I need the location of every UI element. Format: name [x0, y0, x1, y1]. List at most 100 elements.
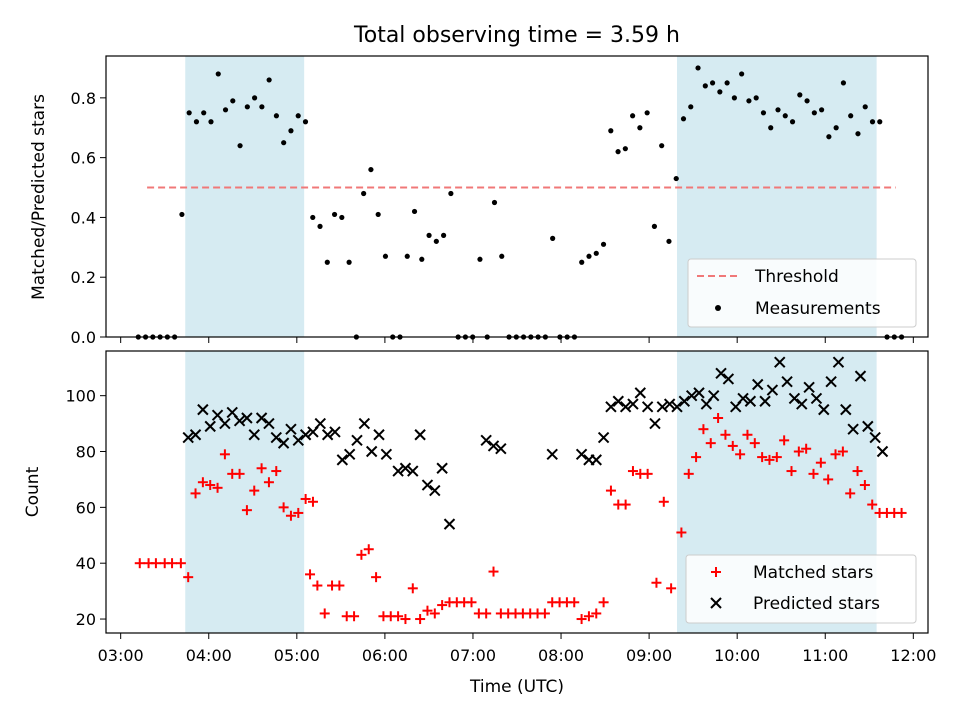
- matched-star-point: [175, 558, 186, 569]
- matched-star-point: [234, 468, 245, 479]
- measurement-point: [179, 211, 185, 218]
- predicted-star-point: [277, 437, 290, 449]
- predicted-star-point: [759, 395, 771, 407]
- predicted-star-point: [263, 417, 275, 430]
- predicted-star-point: [825, 376, 837, 388]
- predicted-star-point: [255, 412, 268, 424]
- measurement-point: [295, 113, 301, 119]
- matched-star-point: [134, 558, 145, 569]
- measurement-point: [433, 238, 439, 244]
- measurement-point: [862, 104, 868, 110]
- bottom-y-ticks: 20 40 60 80 100: [65, 387, 106, 629]
- legend-threshold-label: Threshold: [754, 267, 839, 287]
- matched-star-point: [676, 527, 687, 538]
- x-tick-label: 11:00: [802, 646, 848, 665]
- matched-star-point: [422, 605, 433, 616]
- measurement-point: [586, 253, 592, 259]
- x-tick-label: 09:00: [626, 646, 672, 665]
- predicted-star-point: [663, 398, 676, 410]
- measurement-point: [731, 95, 737, 101]
- measurement-point: [739, 71, 745, 77]
- predicted-star-point: [796, 398, 808, 410]
- matched-star-point: [307, 496, 318, 507]
- measurement-point: [622, 146, 628, 152]
- predicted-star-point: [619, 401, 632, 413]
- predicted-star-point: [495, 443, 507, 455]
- measurement-point: [477, 256, 483, 262]
- predicted-star-point: [189, 429, 202, 441]
- top-y-ticks: 0.0 0.2 0.4 0.6 0.8: [71, 89, 106, 347]
- measurement-point: [688, 104, 694, 110]
- measurement-point: [840, 80, 847, 86]
- measurement-point: [789, 119, 796, 125]
- matched-star-point: [319, 608, 330, 619]
- measurement-point: [404, 253, 410, 259]
- predicted-star-point: [634, 387, 647, 399]
- measurement-point: [709, 80, 716, 86]
- measurement-point: [855, 131, 861, 137]
- matched-star-point: [896, 507, 907, 518]
- matched-star-point: [278, 502, 289, 513]
- matched-star-point: [212, 482, 223, 493]
- predicted-star-point: [219, 417, 231, 430]
- matched-star-point: [815, 457, 826, 468]
- bottom-x-ticks: 03:00 04:00 05:00 06:00 07:00 08:00 09:00 10:00…: [98, 633, 936, 665]
- top-legend: Threshold Measurements: [687, 258, 917, 328]
- measurement-point: [331, 211, 338, 218]
- measurement-point: [615, 149, 621, 155]
- predicted-star-point: [546, 448, 558, 461]
- measurement-point: [259, 104, 265, 110]
- predicted-star-point: [365, 445, 378, 458]
- matched-star-point: [691, 452, 702, 463]
- x-tick-label: 05:00: [274, 646, 320, 665]
- matched-star-points: [134, 413, 907, 625]
- predicted-star-point: [392, 465, 404, 477]
- predicted-star-point: [399, 462, 412, 474]
- measurement-point: [281, 140, 287, 146]
- x-tick-label: 08:00: [538, 646, 584, 665]
- measurement-point: [819, 107, 825, 113]
- measurement-point: [782, 113, 788, 119]
- measurement-point: [273, 113, 280, 119]
- predicted-star-point: [869, 431, 881, 444]
- matched-star-point: [539, 608, 550, 619]
- predicted-star-point: [241, 412, 253, 424]
- predicted-star-point: [285, 423, 297, 435]
- matched-star-point: [713, 413, 724, 424]
- measurement-point: [215, 71, 221, 77]
- matched-star-point: [757, 452, 768, 463]
- matched-star-point: [407, 583, 418, 594]
- matched-star-point: [801, 443, 812, 454]
- legend-matched-swatch: [711, 567, 721, 577]
- matched-star-point: [349, 611, 360, 622]
- x-axis-label: Time (UTC): [469, 677, 564, 697]
- matched-star-point: [569, 597, 580, 608]
- measurement-point: [593, 250, 599, 256]
- predicted-star-point: [351, 434, 363, 447]
- measurement-point: [288, 128, 294, 134]
- top-y-axis-label: Matched/Predicted stars: [29, 94, 49, 300]
- measurement-point: [208, 119, 214, 125]
- predicted-star-point: [336, 454, 349, 466]
- predicted-star-point: [722, 373, 735, 385]
- predicted-star-point: [314, 417, 327, 430]
- matched-star-point: [720, 429, 731, 440]
- measurement-point: [317, 223, 323, 229]
- predicted-star-point: [693, 387, 705, 399]
- predicted-star-point: [803, 381, 815, 394]
- measurement-point: [760, 110, 767, 116]
- predicted-star-point: [752, 378, 764, 391]
- measurement-point: [222, 107, 229, 113]
- matched-star-point: [658, 496, 669, 507]
- matched-star-point: [271, 466, 282, 477]
- predicted-star-point: [197, 403, 209, 416]
- predicted-star-point: [358, 417, 371, 430]
- matched-star-point: [285, 510, 296, 521]
- measurement-point: [724, 80, 730, 86]
- measurement-point: [869, 119, 876, 125]
- matched-star-point: [705, 438, 716, 449]
- predicted-star-point: [641, 401, 654, 413]
- matched-star-point: [300, 493, 311, 504]
- matched-star-point: [437, 600, 448, 611]
- measurement-point: [775, 107, 781, 113]
